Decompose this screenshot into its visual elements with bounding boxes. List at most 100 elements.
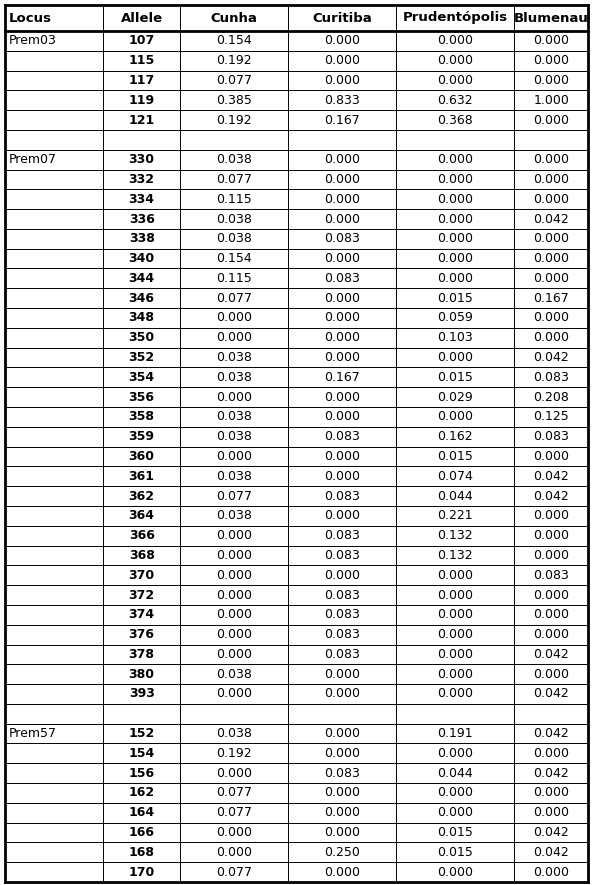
Text: 0.077: 0.077: [216, 292, 252, 304]
Text: Blumenau: Blumenau: [514, 12, 589, 25]
Text: 0.191: 0.191: [438, 727, 473, 740]
Text: 0.000: 0.000: [533, 74, 569, 87]
Text: 358: 358: [129, 411, 155, 423]
Text: 0.000: 0.000: [533, 450, 569, 463]
Text: 1.000: 1.000: [533, 94, 569, 107]
Text: 0.029: 0.029: [438, 390, 473, 404]
Text: 0.000: 0.000: [324, 667, 360, 681]
Text: 0.000: 0.000: [324, 688, 360, 701]
Text: 168: 168: [129, 846, 155, 858]
Text: 0.192: 0.192: [216, 747, 252, 760]
Text: 0.038: 0.038: [216, 232, 252, 245]
Text: 0.000: 0.000: [324, 450, 360, 463]
Text: 166: 166: [129, 826, 155, 839]
Text: 0.000: 0.000: [437, 252, 473, 266]
Text: 0.000: 0.000: [437, 569, 473, 581]
Text: 0.042: 0.042: [533, 826, 569, 839]
Text: 0.000: 0.000: [216, 390, 252, 404]
Text: 0.000: 0.000: [533, 252, 569, 266]
Text: 370: 370: [129, 569, 155, 581]
Text: 0.000: 0.000: [533, 510, 569, 522]
Text: 0.042: 0.042: [533, 489, 569, 503]
Text: 0.192: 0.192: [216, 54, 252, 67]
Text: 0.000: 0.000: [437, 667, 473, 681]
Text: 0.015: 0.015: [438, 450, 473, 463]
Text: 0.042: 0.042: [533, 846, 569, 858]
Text: 0.000: 0.000: [533, 54, 569, 67]
Text: 0.000: 0.000: [533, 529, 569, 543]
Text: 0.077: 0.077: [216, 489, 252, 503]
Text: 0.632: 0.632: [438, 94, 473, 107]
Text: 0.154: 0.154: [216, 35, 252, 48]
Text: Locus: Locus: [9, 12, 52, 25]
Text: 0.000: 0.000: [216, 648, 252, 661]
Text: 0.000: 0.000: [216, 529, 252, 543]
Text: 156: 156: [129, 766, 155, 780]
Text: 0.000: 0.000: [533, 113, 569, 127]
Text: 154: 154: [129, 747, 155, 760]
Text: 0.038: 0.038: [216, 430, 252, 443]
Text: 0.038: 0.038: [216, 212, 252, 226]
Text: 0.000: 0.000: [437, 648, 473, 661]
Text: 0.000: 0.000: [533, 747, 569, 760]
Text: 0.000: 0.000: [324, 193, 360, 205]
Text: 0.038: 0.038: [216, 153, 252, 166]
Text: 0.250: 0.250: [324, 846, 360, 858]
Text: 360: 360: [129, 450, 155, 463]
Text: 0.038: 0.038: [216, 371, 252, 384]
Text: 0.000: 0.000: [533, 787, 569, 799]
Text: 0.833: 0.833: [324, 94, 360, 107]
Text: 0.015: 0.015: [438, 371, 473, 384]
Text: 0.000: 0.000: [324, 153, 360, 166]
Text: 0.000: 0.000: [324, 470, 360, 483]
Text: 0.000: 0.000: [324, 510, 360, 522]
Text: 330: 330: [129, 153, 155, 166]
Text: Prem03: Prem03: [9, 35, 57, 48]
Text: 0.077: 0.077: [216, 806, 252, 820]
Text: 334: 334: [129, 193, 155, 205]
Text: 0.103: 0.103: [438, 331, 473, 344]
Text: 0.000: 0.000: [437, 74, 473, 87]
Text: 0.000: 0.000: [437, 35, 473, 48]
Text: 0.083: 0.083: [324, 648, 360, 661]
Text: 0.000: 0.000: [324, 212, 360, 226]
Text: 0.000: 0.000: [437, 351, 473, 364]
Text: 0.385: 0.385: [216, 94, 252, 107]
Text: 0.000: 0.000: [324, 826, 360, 839]
Text: 0.042: 0.042: [533, 727, 569, 740]
Text: Curitiba: Curitiba: [313, 12, 372, 25]
Text: 0.083: 0.083: [533, 569, 569, 581]
Text: 0.083: 0.083: [324, 272, 360, 285]
Text: 0.083: 0.083: [324, 549, 360, 562]
Text: 0.083: 0.083: [324, 529, 360, 543]
Text: 0.000: 0.000: [324, 252, 360, 266]
Text: Prem57: Prem57: [9, 727, 57, 740]
Text: 0.000: 0.000: [437, 747, 473, 760]
Text: 0.000: 0.000: [216, 331, 252, 344]
Text: 0.000: 0.000: [216, 549, 252, 562]
Text: 0.038: 0.038: [216, 470, 252, 483]
Text: 0.000: 0.000: [437, 212, 473, 226]
Text: 0.000: 0.000: [324, 74, 360, 87]
Text: 0.125: 0.125: [533, 411, 569, 423]
Text: 0.015: 0.015: [438, 846, 473, 858]
Text: 119: 119: [129, 94, 155, 107]
Text: 0.132: 0.132: [438, 529, 473, 543]
Text: 0.015: 0.015: [438, 826, 473, 839]
Text: 0.083: 0.083: [324, 589, 360, 602]
Text: 0.000: 0.000: [533, 628, 569, 641]
Text: 0.000: 0.000: [437, 153, 473, 166]
Text: 0.000: 0.000: [216, 589, 252, 602]
Text: 332: 332: [129, 173, 155, 186]
Text: 107: 107: [129, 35, 155, 48]
Text: 0.000: 0.000: [533, 549, 569, 562]
Text: 374: 374: [129, 608, 155, 621]
Text: 0.000: 0.000: [324, 35, 360, 48]
Text: 0.000: 0.000: [533, 193, 569, 205]
Text: 0.000: 0.000: [437, 806, 473, 820]
Text: 0.083: 0.083: [324, 489, 360, 503]
Text: 0.083: 0.083: [324, 430, 360, 443]
Text: 170: 170: [129, 866, 155, 879]
Text: 354: 354: [129, 371, 155, 384]
Text: 0.167: 0.167: [533, 292, 569, 304]
